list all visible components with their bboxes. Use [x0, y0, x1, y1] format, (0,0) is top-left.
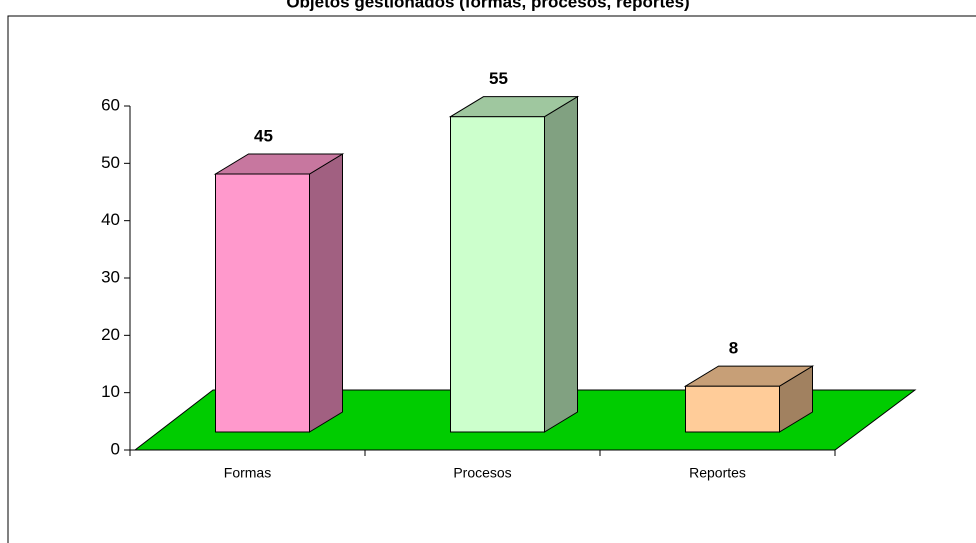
x-tick-label: Procesos	[453, 465, 511, 481]
y-tick-label: 10	[101, 382, 120, 401]
value-label: 55	[489, 69, 508, 88]
bar-top	[683, 365, 815, 387]
y-tick-label: 0	[111, 439, 120, 458]
bar-front	[215, 173, 310, 433]
bar	[448, 95, 580, 433]
value-label: 45	[254, 126, 273, 145]
x-tick-label: Reportes	[689, 465, 746, 481]
value-label: 8	[729, 339, 738, 358]
y-tick-label: 50	[101, 153, 120, 172]
bar-side	[309, 153, 343, 433]
y-tick-label: 30	[101, 267, 120, 286]
bar-front	[685, 385, 780, 433]
x-tick-label: Formas	[224, 465, 271, 481]
bar	[213, 153, 345, 433]
bar-top	[213, 153, 345, 175]
y-tick-label: 20	[101, 325, 120, 344]
y-tick-label: 40	[101, 210, 120, 229]
bar	[683, 365, 815, 433]
bar-side	[544, 95, 578, 433]
bar-front	[450, 116, 545, 433]
bar-top	[448, 96, 580, 118]
chart-title: Objetos gestionados (formas, procesos, r…	[286, 0, 689, 11]
y-tick-label: 60	[101, 95, 120, 114]
